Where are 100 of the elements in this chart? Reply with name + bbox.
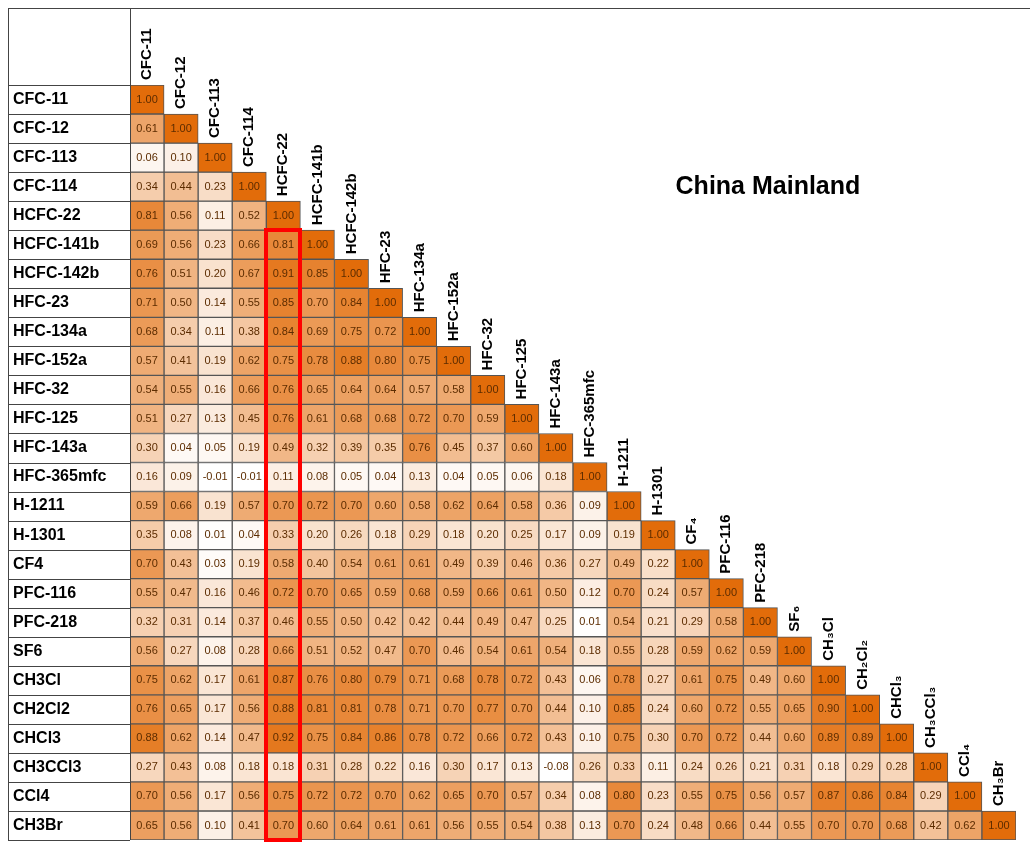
data-label: 0.19 [204, 499, 226, 512]
data-label: 0.32 [136, 615, 158, 628]
data-label: 0.56 [238, 789, 260, 802]
data-label: 0.84 [340, 731, 363, 744]
data-label: 0.08 [204, 760, 226, 773]
data-label: 0.59 [374, 586, 397, 599]
data-label: 0.30 [443, 760, 465, 773]
y-tick-label: CH2Cl2 [13, 699, 71, 717]
data-label: 0.72 [340, 789, 363, 802]
x-tick-label: CHCl₃ [886, 675, 904, 719]
data-label: 0.06 [579, 673, 601, 686]
data-label: 0.72 [511, 731, 533, 744]
data-label: 0.49 [272, 441, 295, 454]
x-tick-label: HCFC-22 [273, 132, 291, 197]
data-label: 1.00 [408, 324, 431, 337]
data-label: 0.56 [749, 789, 772, 802]
data-label: 0.31 [783, 760, 806, 773]
data-label: 0.68 [136, 324, 158, 337]
data-label: 0.72 [306, 789, 329, 802]
data-label: 0.31 [170, 615, 192, 628]
data-label: 0.44 [443, 615, 465, 628]
data-label: 0.26 [340, 528, 363, 541]
data-label: 0.33 [272, 528, 295, 541]
data-label: 0.75 [340, 324, 363, 337]
data-label: 1.00 [511, 411, 533, 424]
data-label: 0.64 [340, 382, 363, 395]
x-tick-label: HCFC-142b [341, 173, 359, 255]
data-label: 0.68 [443, 673, 465, 686]
data-label: 0.46 [238, 586, 260, 599]
data-label: 0.61 [408, 818, 431, 831]
data-label: 0.20 [306, 528, 329, 541]
data-label: 0.62 [954, 818, 976, 831]
x-tick-label: HCFC-141b [307, 144, 325, 226]
y-tick-label: CH3Br [13, 815, 63, 833]
data-label: 0.44 [749, 731, 772, 744]
data-label: 0.26 [579, 760, 601, 773]
x-tick-label: CFC-114 [239, 106, 257, 168]
data-label: 0.24 [681, 760, 703, 773]
data-label: 0.47 [511, 615, 533, 628]
data-label: 0.24 [647, 818, 669, 831]
data-label: 0.45 [443, 441, 465, 454]
data-label: 0.66 [477, 731, 499, 744]
data-label: 0.23 [647, 789, 669, 802]
data-label: 0.56 [238, 702, 260, 715]
x-tick-label: HFC-143a [546, 358, 564, 429]
data-label: 0.43 [170, 557, 192, 570]
data-label: 0.72 [443, 731, 465, 744]
data-label: 0.19 [204, 353, 226, 366]
data-label: 0.32 [306, 441, 329, 454]
data-label: 0.70 [408, 644, 431, 657]
data-label: 0.33 [613, 760, 635, 773]
data-label: 0.50 [340, 615, 363, 628]
data-label: 0.68 [340, 411, 363, 424]
data-label: 0.70 [306, 295, 329, 308]
data-label: 0.08 [306, 470, 329, 483]
data-label: 0.57 [783, 789, 806, 802]
data-label: 0.42 [408, 615, 431, 628]
data-label: 1.00 [340, 266, 363, 279]
data-label: 0.17 [545, 528, 567, 541]
data-label: 0.72 [306, 499, 329, 512]
data-label: 0.13 [204, 411, 226, 424]
data-label: 0.62 [408, 789, 431, 802]
data-label: 0.72 [408, 411, 431, 424]
data-label: 0.28 [886, 760, 908, 773]
data-label: 0.91 [272, 266, 295, 279]
data-label: 0.70 [613, 586, 635, 599]
data-label: 1.00 [170, 121, 192, 134]
data-label: 0.25 [511, 528, 533, 541]
data-label: 0.13 [511, 760, 533, 773]
data-label: 0.28 [238, 644, 260, 657]
data-label: 0.55 [613, 644, 635, 657]
data-label: 0.55 [136, 586, 158, 599]
data-label: 1.00 [238, 179, 260, 192]
data-label: 0.24 [647, 702, 669, 715]
data-label: 0.04 [170, 441, 192, 454]
data-label: 0.67 [238, 266, 260, 279]
data-label: 0.70 [511, 702, 533, 715]
data-label: 0.04 [374, 470, 397, 483]
data-label: 1.00 [920, 760, 942, 773]
data-label: 0.65 [443, 789, 465, 802]
data-label: 0.62 [170, 731, 192, 744]
data-label: 0.49 [749, 673, 772, 686]
data-label: 0.18 [545, 470, 567, 483]
data-label: 0.85 [306, 266, 329, 279]
data-label: 0.88 [272, 702, 295, 715]
data-label: 0.66 [272, 644, 295, 657]
data-label: 0.55 [681, 789, 703, 802]
x-tick-label: CCl₄ [955, 743, 973, 777]
data-label: 0.77 [477, 702, 499, 715]
data-label: 0.44 [545, 702, 567, 715]
data-label: 0.65 [170, 702, 192, 715]
data-label: 0.24 [647, 586, 669, 599]
data-label: 0.38 [238, 324, 260, 337]
data-label: 0.06 [136, 150, 158, 163]
data-label: 0.60 [511, 441, 533, 454]
x-tick-label: HFC-134a [409, 242, 427, 313]
data-label: 0.70 [613, 818, 635, 831]
data-label: 0.76 [272, 411, 295, 424]
data-label: 0.23 [204, 237, 226, 250]
data-label: 0.70 [443, 411, 465, 424]
